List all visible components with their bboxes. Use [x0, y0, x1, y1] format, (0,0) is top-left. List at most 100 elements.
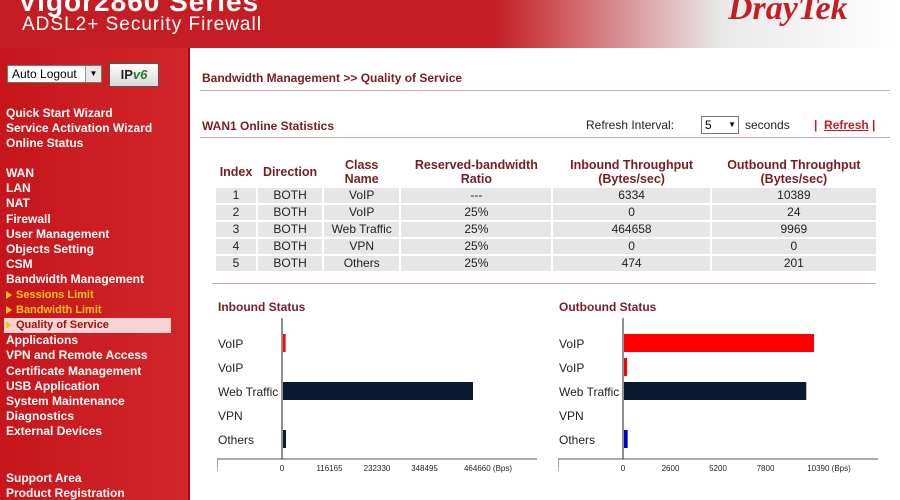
menu-item-vpn-remote-access[interactable]: VPN and Remote Access — [6, 348, 148, 363]
table-row: 5 BOTH Others 25% 474 201 — [216, 256, 876, 271]
category-label: Others — [559, 433, 595, 447]
bar — [624, 382, 807, 400]
outbound-chart-svg: VoIP VoIP Web Traffic VPN Others 0 2600 5200 780… — [558, 318, 878, 473]
header-gradient — [0, 0, 900, 48]
menu-item-diagnostics[interactable]: Diagnostics — [6, 409, 75, 424]
bar — [283, 382, 473, 400]
cell-direction: BOTH — [258, 256, 323, 271]
cell-outbound-throughput: 9969 — [711, 222, 876, 237]
refresh-interval-label: Refresh Interval: — [586, 118, 675, 132]
column-header-index: Index — [219, 165, 253, 179]
seconds-label: seconds — [745, 118, 790, 132]
cell-class-name: VoIP — [324, 205, 400, 220]
divider — [200, 90, 890, 91]
cell-reserved-ratio: 25% — [401, 239, 552, 254]
x-tick-label: 116165 — [316, 464, 343, 473]
menu-item-applications[interactable]: Applications — [6, 333, 79, 348]
product-name: Vigor2860 Series — [18, 0, 260, 17]
menu-item-certificate-management[interactable]: Certificate Management — [6, 363, 142, 378]
x-tick-label: 2600 — [662, 464, 680, 473]
category-label: Web Traffic — [218, 385, 278, 399]
inbound-status-chart: Inbound Status VoIP VoIP Web Traffic VPN Oth… — [217, 298, 547, 478]
cell-inbound-throughput: 6334 — [553, 188, 710, 203]
category-label: VoIP — [218, 361, 243, 375]
table-header-row: Index Direction Class Name Reserved-band… — [216, 158, 876, 186]
cell-index: 5 — [216, 256, 257, 271]
chevron-down-icon[interactable]: ▼ — [728, 120, 736, 129]
menu-item-firewall[interactable]: Firewall — [6, 211, 51, 226]
ipv6-button[interactable]: IPv6 — [109, 63, 159, 87]
menu-item-objects-setting[interactable]: Objects Setting — [6, 242, 95, 257]
table-row: 1 BOTH VoIP --- 6334 10389 — [216, 188, 876, 203]
submenu-item-quality-of-service[interactable]: Quality of Service — [4, 318, 171, 334]
header-banner: Vigor2860 Series ADSL2+ Security Firewal… — [0, 0, 900, 48]
auto-logout-label: Auto Logout — [12, 67, 77, 81]
x-tick-label: 232330 — [364, 464, 391, 473]
cell-class-name: Others — [324, 256, 400, 271]
menu-item-system-maintenance[interactable]: System Maintenance — [6, 394, 125, 409]
category-label: VoIP — [559, 361, 584, 375]
cell-direction: BOTH — [258, 239, 323, 254]
x-tick-label: 0 — [621, 464, 626, 473]
cell-index: 1 — [216, 188, 257, 203]
submenu-item-bandwidth-limit[interactable]: Bandwidth Limit — [6, 303, 171, 318]
menu-item-lan[interactable]: LAN — [6, 181, 31, 196]
menu-item-user-management[interactable]: User Management — [6, 226, 110, 241]
cell-outbound-throughput: 0 — [711, 239, 876, 254]
cell-reserved-ratio: --- — [401, 188, 552, 203]
inbound-chart-svg: VoIP VoIP Web Traffic VPN Others 0 116165 23233… — [217, 318, 537, 473]
menu-item-support-area[interactable]: Support Area — [6, 471, 82, 485]
menu-item-csm[interactable]: CSM — [6, 257, 33, 272]
menu-item-external-devices[interactable]: External Devices — [6, 424, 103, 439]
cell-inbound-throughput: 0 — [553, 239, 710, 254]
menu-item-wan[interactable]: WAN — [6, 166, 34, 180]
divider — [200, 137, 890, 138]
chart-title: Outbound Status — [559, 300, 657, 314]
menu-item-product-registration[interactable]: Product Registration — [6, 486, 125, 500]
bar — [624, 430, 628, 448]
submenu-item-sessions-limit[interactable]: Sessions Limit — [6, 288, 171, 303]
category-label: VoIP — [559, 337, 584, 351]
cell-outbound-throughput: 201 — [711, 256, 876, 271]
menu-top-group: Quick Start Wizard Service Activation Wi… — [6, 106, 152, 152]
auto-logout-select[interactable]: Auto Logout ▼ — [7, 65, 102, 83]
x-tick-label: 7800 — [757, 464, 775, 473]
refresh-link-group: | Refresh | — [814, 118, 875, 132]
menu-item-online-status[interactable]: Online Status — [6, 136, 84, 151]
column-header-inbound-throughput: Inbound Throughput (Bytes/sec) — [570, 158, 694, 186]
cell-inbound-throughput: 464658 — [553, 222, 710, 237]
cell-reserved-ratio: 25% — [401, 205, 552, 220]
refresh-interval-select[interactable]: 5 ▼ — [701, 116, 739, 134]
column-header-outbound-throughput: Outbound Throughput (Bytes/sec) — [727, 158, 861, 186]
menu-bottom-group: Support Area Product Registration — [6, 471, 125, 500]
cell-direction: BOTH — [258, 205, 323, 220]
menu-item-service-activation-wizard[interactable]: Service Activation Wizard — [6, 121, 153, 136]
cell-outbound-throughput: 24 — [711, 205, 876, 220]
bar — [624, 334, 814, 352]
menu-item-quick-start-wizard[interactable]: Quick Start Wizard — [6, 106, 113, 120]
table-row: 4 BOTH VPN 25% 0 0 — [216, 239, 876, 254]
category-label: Web Traffic — [559, 385, 619, 399]
menu-item-nat[interactable]: NAT — [6, 196, 30, 211]
section-title: WAN1 Online Statistics — [202, 119, 335, 133]
table-body: 1 BOTH VoIP --- 6334 10389 2 BOTH VoIP 25% 0 24 3 BOT… — [216, 188, 876, 271]
menu-item-bandwidth-management[interactable]: Bandwidth Management — [6, 272, 145, 287]
cell-reserved-ratio: 25% — [401, 256, 552, 271]
x-tick-label: 5200 — [709, 464, 727, 473]
bar — [283, 334, 286, 352]
refresh-interval-value: 5 — [705, 118, 712, 132]
cell-class-name: VoIP — [324, 188, 400, 203]
table-row: 2 BOTH VoIP 25% 0 24 — [216, 205, 876, 220]
menu-item-usb-application[interactable]: USB Application — [6, 378, 100, 393]
product-subtitle: ADSL2+ Security Firewall — [22, 14, 262, 35]
refresh-link[interactable]: Refresh — [824, 118, 869, 132]
category-label: VPN — [559, 409, 584, 423]
cell-class-name: VPN — [324, 239, 400, 254]
cell-direction: BOTH — [258, 188, 323, 203]
ipv6-label: IP — [120, 67, 133, 82]
cell-index: 4 — [216, 239, 257, 254]
cell-inbound-throughput: 0 — [553, 205, 710, 220]
category-label: VPN — [218, 409, 243, 423]
brand-logo: DrayTek — [728, 0, 848, 27]
chevron-down-icon[interactable]: ▼ — [85, 66, 101, 82]
